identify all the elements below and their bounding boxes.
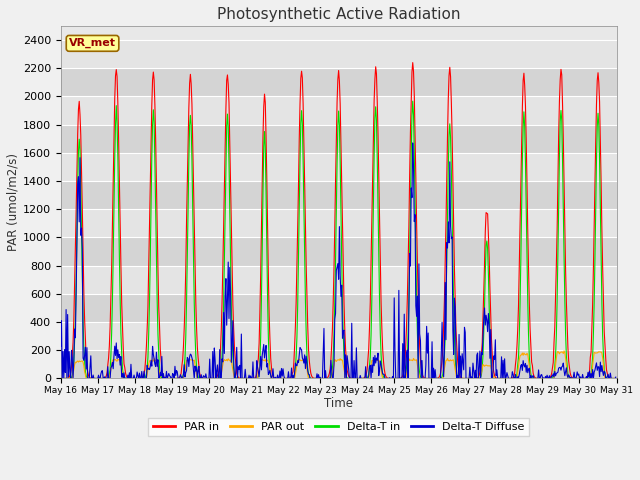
Bar [61,125,616,153]
Legend: PAR in, PAR out, Delta-T in, Delta-T Diffuse: PAR in, PAR out, Delta-T in, Delta-T Dif… [148,418,529,436]
Bar [61,68,616,96]
Bar [61,294,616,322]
Bar [61,40,616,68]
Y-axis label: PAR (umol/m2/s): PAR (umol/m2/s) [7,153,20,251]
Bar [61,322,616,350]
X-axis label: Time: Time [324,396,353,409]
Bar [61,153,616,181]
Title: Photosynthetic Active Radiation: Photosynthetic Active Radiation [217,7,460,22]
Bar [61,181,616,209]
Bar [61,209,616,238]
Text: VR_met: VR_met [69,38,116,48]
Bar [61,96,616,125]
Bar [61,350,616,379]
Bar [61,265,616,294]
Bar [61,238,616,265]
